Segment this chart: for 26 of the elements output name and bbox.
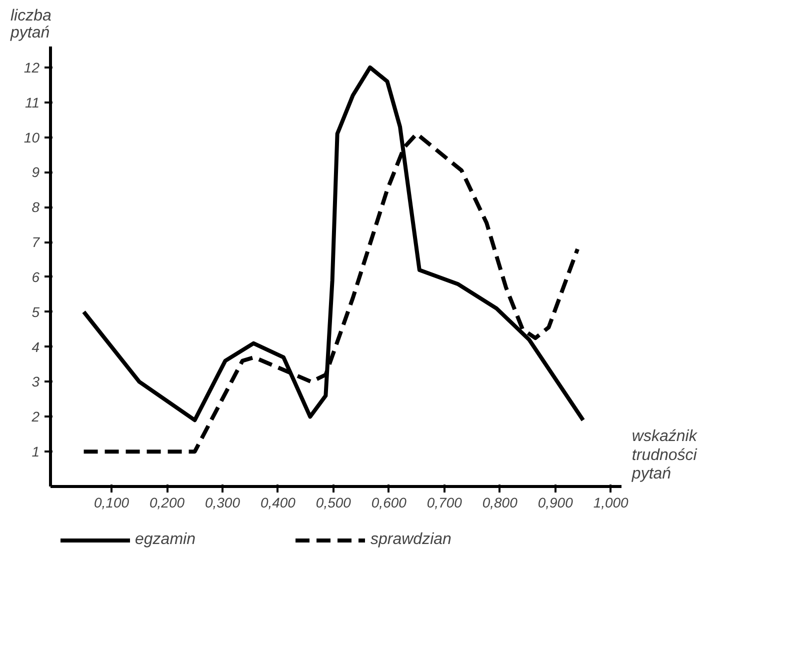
- y-tick-label: 1: [32, 444, 40, 460]
- legend-label: egzamin: [135, 531, 196, 549]
- y-tick-label: 2: [30, 408, 40, 425]
- y-tick-label: 4: [32, 338, 40, 355]
- x-tick-label: 0,700: [426, 494, 462, 510]
- x-tick-label: 0,800: [482, 494, 518, 510]
- y-tick-label: 8: [32, 199, 40, 216]
- y-tick-label: 6: [32, 268, 40, 285]
- x-tick-label: 0,500: [316, 494, 352, 510]
- y-tick-label: 11: [24, 94, 40, 110]
- y-tick-label: 10: [24, 129, 40, 146]
- x-tick-label: 0,200: [149, 494, 185, 510]
- y-tick-label: 5: [32, 304, 40, 320]
- x-tick-label: 0,100: [94, 494, 130, 510]
- legend-label: sprawdzian: [370, 531, 452, 549]
- x-tick-label: 1,000: [593, 494, 629, 510]
- x-tick-label: 0,300: [204, 494, 240, 510]
- x-tick-label: 0,600: [371, 494, 407, 510]
- x-tick-label: 0,400: [260, 494, 296, 510]
- y-tick-label: 9: [32, 164, 40, 180]
- y-tick-label: 12: [24, 59, 40, 76]
- y-axis-title: liczba pytań: [10, 8, 52, 42]
- x-axis-title: wskaźnik trudności pytań: [630, 428, 698, 482]
- y-tick-label: 7: [32, 234, 41, 250]
- y-tick-label: 3: [32, 374, 40, 390]
- x-tick-label: 0,900: [538, 494, 574, 510]
